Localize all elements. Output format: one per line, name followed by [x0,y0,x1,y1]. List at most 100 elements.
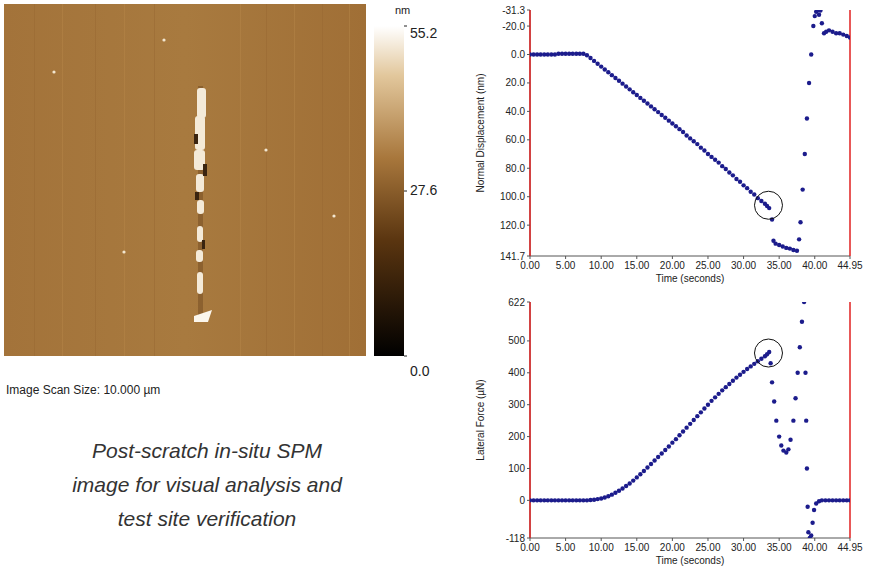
y-tick-label: 300 [508,399,525,410]
data-point [759,357,763,361]
x-tick [814,256,815,259]
data-point [688,422,692,426]
scratch-pit [203,164,207,176]
x-tick-label: 10.00 [589,260,614,271]
data-point [772,399,776,403]
data-point [738,180,742,184]
x-tick [707,538,708,541]
x-tick-label: 35.00 [767,542,792,553]
y-tick-label: 60.0 [506,134,526,145]
x-tick [779,256,780,259]
x-tick-label: 5.00 [556,542,576,553]
data-point [627,481,631,485]
x-tick [565,256,566,259]
surface-particle [122,250,125,253]
x-tick [530,256,531,259]
data-point [724,385,728,389]
x-tick [779,538,780,541]
data-point [695,142,699,146]
data-point [774,418,778,422]
data-point [800,320,804,324]
data-point [767,350,771,354]
x-tick-label: 30.00 [731,260,756,271]
data-point [802,302,806,304]
chart-0: -31.3-20.00.020.040.060.080.0100.0120.01… [475,5,863,285]
y-tick-label: -20.0 [502,21,525,32]
x-tick [672,256,673,259]
y-axis-title: Normal Displacement (nm) [475,74,486,193]
scratch-pileup [197,226,203,242]
y-tick-label: 20.0 [506,77,526,88]
data-point [642,469,646,473]
x-tick [565,538,566,541]
data-point [667,444,671,448]
data-point [809,52,813,56]
data-point [613,76,617,80]
data-point [797,237,801,241]
data-point [699,145,703,149]
data-point [681,429,685,433]
y-axis-line [530,302,531,538]
data-point [713,158,717,162]
surface-particle [162,38,165,41]
x-tick [743,538,744,541]
colorbar-tick-label: 55.2 [410,25,437,41]
data-point [803,152,807,156]
data-point [779,443,783,447]
data-point [768,361,772,365]
data-point [734,177,738,181]
page: nm0.027.655.2Image Scan Size: 10.000 µmP… [0,0,873,581]
spm-streak [266,4,267,356]
data-point [745,186,749,190]
data-point [620,486,624,490]
data-point [702,406,706,410]
data-point [752,362,756,366]
spm-streak [322,4,323,356]
x-axis-title: Time (seconds) [656,273,725,284]
data-point [595,62,599,66]
y-tick-label: -31.3 [502,5,525,16]
surface-particle [264,148,267,151]
data-point [706,152,710,156]
highlight-circle [754,191,782,219]
data-point [645,465,649,469]
data-point [812,508,816,512]
data-point [631,90,635,94]
data-point [800,187,804,191]
data-point [706,402,710,406]
data-point [716,160,720,164]
x-tick [530,538,531,541]
data-point [713,395,717,399]
data-point [803,371,807,375]
spm-streak [294,4,295,356]
data-point [663,448,667,452]
data-point [786,447,790,451]
data-point [638,472,642,476]
x-tick-label: 25.00 [695,260,720,271]
x-tick-label: 0.00 [520,260,540,271]
data-point [795,249,799,253]
caption-line: test site verification [118,507,297,530]
data-point [588,56,592,60]
data-point [606,70,610,74]
data-point [692,418,696,422]
scratch-pileup [197,200,204,214]
x-tick [636,256,637,259]
data-point [649,462,653,466]
x-tick-label: 5.00 [556,260,576,271]
colorbar-tick [404,356,407,357]
colorbar-tick-label: 27.6 [410,182,437,198]
x-tick-label: 35.00 [767,260,792,271]
data-point [610,73,614,77]
data-point [681,130,685,134]
range-start-line [529,10,531,256]
x-tick-label: 40.00 [802,542,827,553]
x-axis-title: Time (seconds) [656,555,725,566]
scratch-pileup [196,174,204,192]
x-tick-label: 20.00 [660,542,685,553]
data-point [734,375,738,379]
data-point [811,24,815,28]
data-point [807,81,811,85]
data-point [724,167,728,171]
data-point [645,101,649,105]
